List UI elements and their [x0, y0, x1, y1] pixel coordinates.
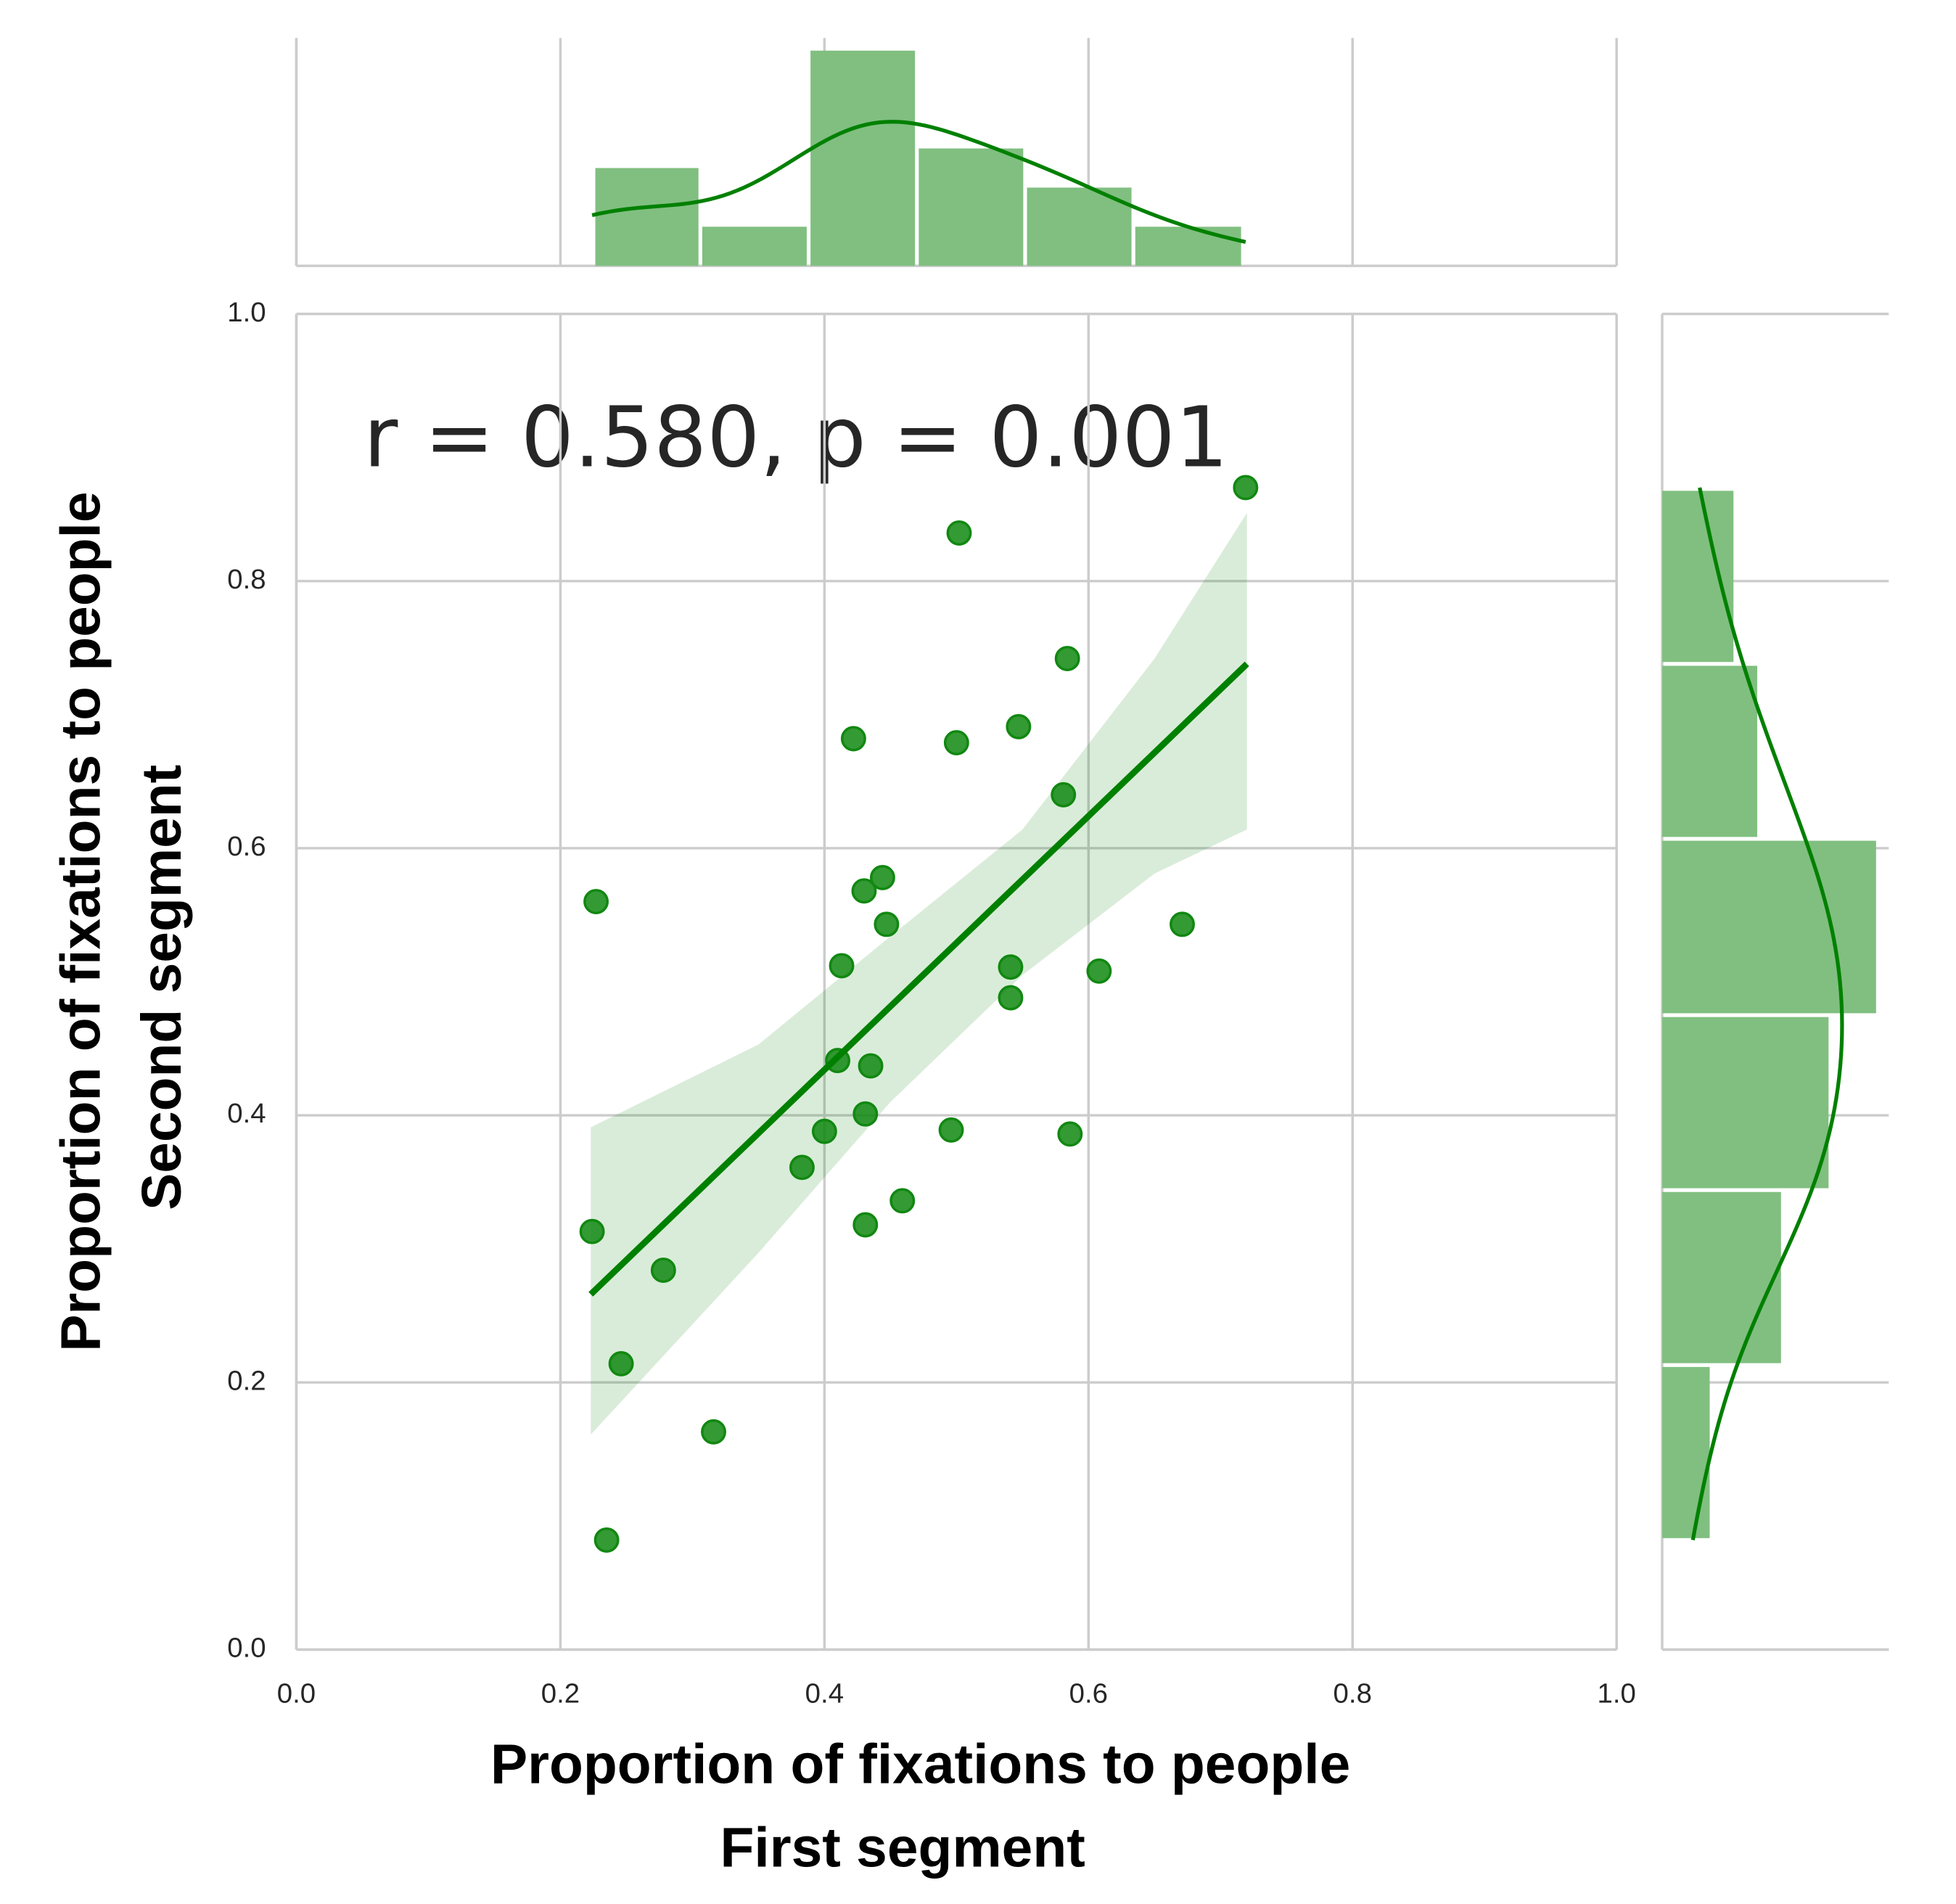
- x-tick-label: 0.8: [1334, 1678, 1372, 1709]
- point: [1086, 958, 1112, 984]
- point: [1054, 646, 1080, 672]
- point: [579, 1218, 605, 1244]
- point: [608, 1350, 634, 1376]
- x-tick-label: 0.2: [541, 1678, 580, 1709]
- point: [583, 889, 609, 915]
- x-axis-label: First segment: [720, 1818, 1085, 1879]
- y-axis-label: Second segment: [131, 765, 193, 1210]
- point: [851, 878, 877, 904]
- histogram-bar: [1662, 1366, 1710, 1538]
- histogram-bar: [1662, 1017, 1829, 1189]
- y-tick-label: 0.6: [227, 831, 266, 862]
- point: [1051, 781, 1077, 808]
- point: [701, 1419, 726, 1445]
- point: [889, 1188, 916, 1214]
- point: [1233, 475, 1259, 501]
- point: [946, 520, 972, 546]
- point: [852, 1212, 879, 1238]
- y-axis-label: Proportion of fixations to people: [50, 491, 112, 1351]
- point: [998, 985, 1024, 1011]
- point: [1006, 713, 1032, 739]
- point: [1170, 911, 1195, 937]
- x-tick-label: 0.6: [1069, 1678, 1108, 1709]
- confidence-band: [591, 512, 1247, 1435]
- histogram-bar: [919, 148, 1024, 266]
- point: [998, 954, 1024, 980]
- point: [943, 730, 969, 755]
- histogram-bar: [1662, 665, 1758, 837]
- y-tick-label: 0.8: [227, 564, 266, 595]
- point: [874, 911, 900, 937]
- y-tick-label: 0.2: [227, 1365, 266, 1396]
- x-tick-label: 0.0: [277, 1678, 316, 1709]
- histogram-bar: [1027, 187, 1132, 266]
- kde-curve: [1690, 487, 1844, 1540]
- point: [650, 1257, 676, 1284]
- point: [938, 1117, 964, 1143]
- point: [1057, 1121, 1083, 1147]
- regression-line: [588, 661, 1249, 1297]
- point: [852, 1101, 879, 1127]
- y-tick-label: 0.4: [227, 1098, 266, 1129]
- kde-curve: [591, 120, 1246, 244]
- point: [840, 726, 866, 752]
- x-axis-label: Proportion of fixations to people: [490, 1734, 1350, 1796]
- point: [593, 1527, 620, 1553]
- annotation: r = 0.580, p = 0.001: [363, 389, 1228, 486]
- point: [829, 953, 855, 979]
- histogram-bar: [810, 50, 916, 266]
- x-tick-label: 0.4: [805, 1678, 844, 1709]
- y-tick-label: 0.0: [227, 1632, 266, 1663]
- histogram-bar: [702, 226, 807, 266]
- x-tick-label: 1.0: [1598, 1678, 1636, 1709]
- point: [858, 1053, 884, 1079]
- histogram-bar: [1135, 226, 1241, 266]
- histogram-bar: [1662, 491, 1734, 662]
- point: [789, 1154, 815, 1181]
- histogram-bar: [595, 168, 699, 266]
- histogram-bar: [1662, 840, 1876, 1014]
- point: [869, 864, 895, 890]
- y-tick-label: 1.0: [227, 297, 266, 328]
- point: [811, 1118, 837, 1144]
- histogram-bar: [1662, 1191, 1781, 1363]
